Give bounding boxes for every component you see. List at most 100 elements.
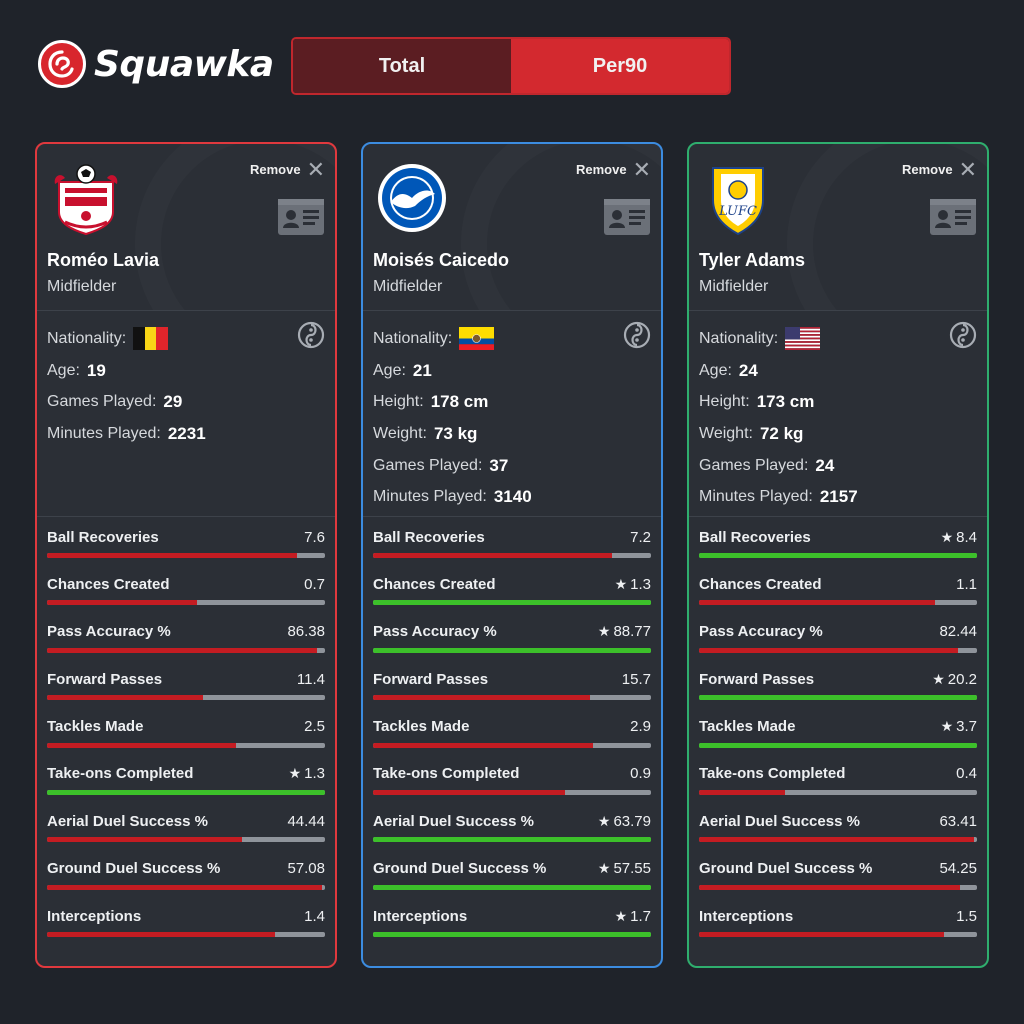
stat-label: Ground Duel Success % <box>373 860 547 878</box>
stat-header: Tackles Made 2.9 <box>373 717 651 737</box>
stat-value: 82.44 <box>939 623 977 640</box>
stat-bar <box>699 742 977 748</box>
stat-number: 1.3 <box>630 575 651 593</box>
stat-header: Aerial Duel Success % ★ 63.79 <box>373 811 651 831</box>
stat-number: 15.7 <box>621 670 651 688</box>
yin-yang-icon[interactable] <box>297 321 325 349</box>
stat-header: Chances Created 0.7 <box>47 574 325 594</box>
player-name: Moisés Caicedo <box>373 250 510 270</box>
stat-label: Interceptions <box>373 907 468 925</box>
stat-row: Interceptions 1.4 <box>47 906 325 953</box>
stat-bar <box>373 695 651 701</box>
stat-number: 7.6 <box>304 528 325 546</box>
stat-bar-fill <box>699 837 975 843</box>
stat-bar-fill <box>699 600 936 606</box>
stat-header: Forward Passes 11.4 <box>47 669 325 689</box>
info-value: 73 kg <box>433 423 478 443</box>
stat-number: 82.44 <box>939 623 977 641</box>
remove-player-button[interactable]: Remove ✕ <box>902 156 977 182</box>
close-icon: ✕ <box>306 156 325 182</box>
player-position: Midfielder <box>47 278 117 295</box>
stat-label: Pass Accuracy % <box>373 623 497 641</box>
player-profile-icon[interactable] <box>603 198 651 236</box>
player-profile-icon[interactable] <box>277 198 325 236</box>
stat-value: 7.6 <box>304 529 325 546</box>
toggle-per90-button[interactable]: Per90 <box>511 39 729 93</box>
stat-label: Take-ons Completed <box>373 765 520 783</box>
stat-header: Chances Created 1.1 <box>699 574 977 594</box>
stat-row: Pass Accuracy % 82.44 <box>699 622 977 669</box>
stat-bar-fill <box>47 789 325 795</box>
nationality-label: Nationality: <box>699 329 779 347</box>
stat-bar <box>699 553 977 558</box>
remove-player-button[interactable]: Remove ✕ <box>576 158 651 180</box>
stat-number: 54.25 <box>939 860 977 878</box>
stat-header: Ground Duel Success % 57.08 <box>47 859 325 879</box>
stat-bar-fill <box>373 553 613 558</box>
stat-number: 88.77 <box>613 623 651 641</box>
stat-bar <box>47 837 325 843</box>
info-value: 173 cm <box>756 392 815 412</box>
stat-bar <box>373 600 651 606</box>
stat-label: Ball Recoveries <box>373 528 485 546</box>
stat-label: Interceptions <box>699 907 794 925</box>
stat-row: Ground Duel Success % 57.08 <box>47 859 325 906</box>
info-value: 24 <box>815 455 835 475</box>
remove-label: Remove <box>249 162 301 177</box>
nationality-row: Nationality: <box>699 323 977 355</box>
stat-number: 20.2 <box>947 670 977 688</box>
stat-bar <box>373 789 651 795</box>
stat-number: 0.4 <box>956 765 977 783</box>
info-row: Games Played: 37 <box>373 450 651 482</box>
nationality-label: Nationality: <box>373 329 453 347</box>
yin-yang-icon[interactable] <box>949 321 977 349</box>
stat-label: Aerial Duel Success % <box>699 812 860 830</box>
star-icon: ★ <box>597 812 611 829</box>
stat-row: Take-ons Completed ★ 1.3 <box>47 764 325 811</box>
stat-bar-fill <box>47 884 323 890</box>
stat-bar-fill <box>373 647 651 653</box>
player-name: Tyler Adams <box>699 250 806 270</box>
stat-bar <box>47 789 325 795</box>
stat-number: 63.79 <box>613 812 651 830</box>
remove-player-button[interactable]: Remove ✕ <box>249 156 325 182</box>
svg-text:LUFC: LUFC <box>718 204 757 219</box>
player-profile-icon[interactable] <box>929 198 977 236</box>
stat-row: Take-ons Completed 0.4 <box>699 764 977 811</box>
star-icon: ★ <box>597 860 611 877</box>
stat-label: Tackles Made <box>373 718 470 736</box>
stat-bar <box>373 647 651 653</box>
toggle-total-button[interactable]: Total <box>293 39 511 93</box>
close-icon: ✕ <box>958 156 977 182</box>
squawka-logo[interactable]: Squawka <box>38 40 274 88</box>
stat-bar-fill <box>699 695 977 701</box>
stat-bar <box>47 884 325 890</box>
stats-list: Ball Recoveries 7.6 Chances Created 0.7 Pass… <box>37 517 335 954</box>
stat-number: 63.41 <box>939 812 977 830</box>
stat-bar-fill <box>47 932 275 938</box>
stat-header: Forward Passes 15.7 <box>373 669 651 689</box>
player-header: Remove ✕ Roméo Lavia Midfielder <box>37 144 335 311</box>
stat-label: Forward Passes <box>47 670 163 688</box>
stat-number: 1.4 <box>304 907 325 925</box>
squawka-logo-icon <box>38 40 86 88</box>
stat-bar <box>699 647 977 653</box>
info-value: 2231 <box>167 423 206 443</box>
stat-value: ★ 8.4 <box>941 529 977 546</box>
info-value: 19 <box>86 360 106 380</box>
stat-row: Pass Accuracy % 86.38 <box>47 622 325 669</box>
stat-bar-fill <box>699 742 977 748</box>
info-row: Games Played: 29 <box>47 386 325 418</box>
stat-bar <box>699 837 977 843</box>
star-icon: ★ <box>614 907 628 924</box>
stat-value: ★ 1.3 <box>289 765 325 782</box>
stat-number: 57.08 <box>287 860 325 878</box>
stat-bar-fill <box>373 884 651 890</box>
yin-yang-icon[interactable] <box>623 321 651 349</box>
stat-bar-fill <box>47 553 298 558</box>
stat-value: 54.25 <box>939 860 977 877</box>
stat-row: Pass Accuracy % ★ 88.77 <box>373 622 651 669</box>
stat-value: ★ 57.55 <box>598 860 651 877</box>
stat-bar-fill <box>47 600 198 606</box>
player-position: Midfielder <box>699 278 769 295</box>
